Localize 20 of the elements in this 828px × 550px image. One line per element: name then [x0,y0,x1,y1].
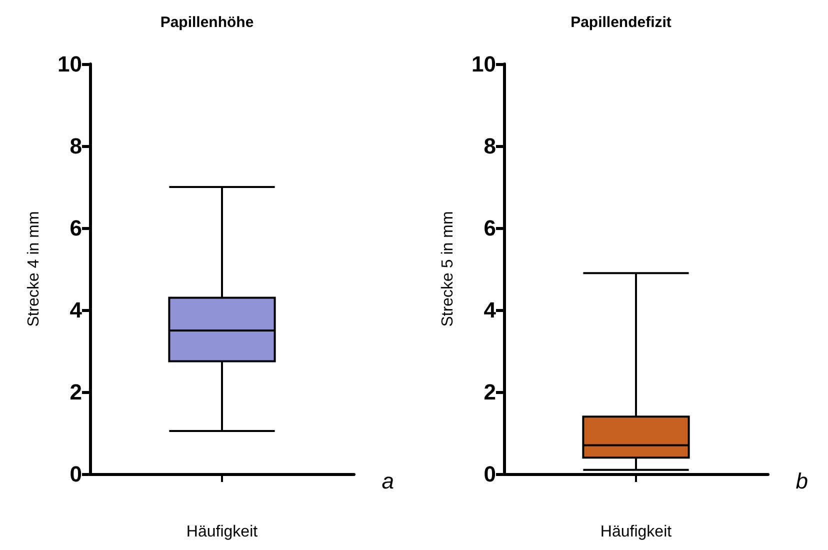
x-axis-title: Häufigkeit [600,524,672,540]
chart-title: Papillenhöhe [160,14,254,31]
y-axis-title: Strecke 5 in mm [440,211,456,327]
y-tick-label: 4 [484,298,497,322]
y-tick-label: 6 [70,216,82,240]
text: a [382,468,394,494]
y-tick-label: 10 [472,52,496,76]
chart-title: Papillendefizit [570,14,672,31]
y-tick-label: 2 [70,380,82,404]
y-tick-label: 2 [484,380,496,404]
text: b [796,468,808,494]
y-tick-label: 0 [70,462,82,486]
y-tick-label: 6 [484,216,496,240]
y-tick-label: 0 [484,462,496,486]
y-axis-title: Strecke 4 in mm [26,211,42,327]
y-tick-label: 10 [58,52,82,76]
y-tick-label: 8 [70,134,82,158]
y-tick-label: 8 [484,134,496,158]
y-tick-label: 4 [70,298,83,322]
x-axis-title: Häufigkeit [186,524,258,540]
